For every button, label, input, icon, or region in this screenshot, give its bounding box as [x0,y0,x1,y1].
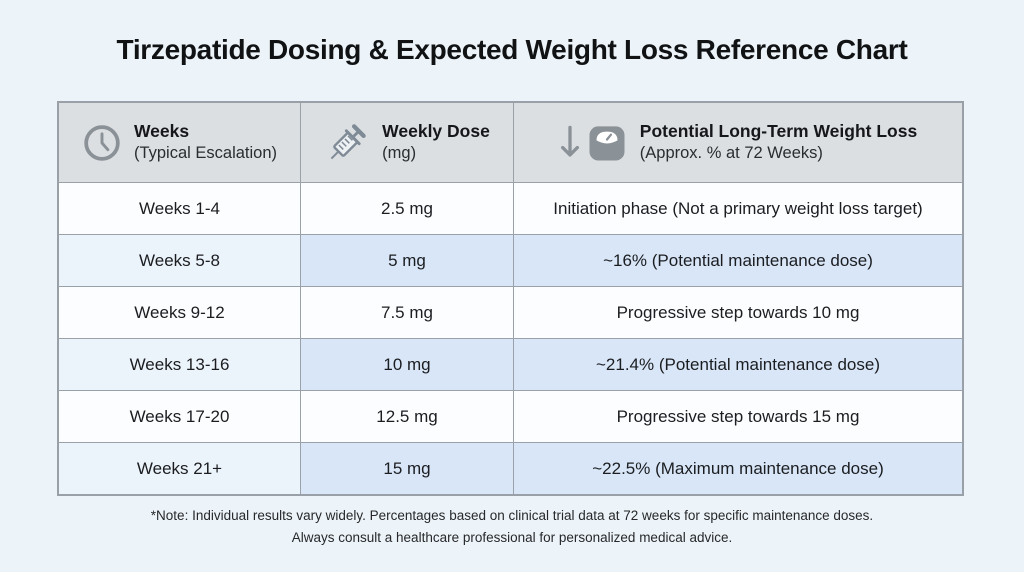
result-cell: Progressive step towards 10 mg [513,287,962,338]
table-row: Weeks 1-4 2.5 mg Initiation phase (Not a… [59,182,962,234]
table-row: Weeks 21+ 15 mg ~22.5% (Maximum maintena… [59,442,962,494]
footnote-line-2: Always consult a healthcare professional… [291,529,733,545]
footnote-line-1: *Note: Individual results vary widely. P… [150,508,874,523]
header-cell-weeks: Weeks (Typical Escalation) [59,103,300,182]
header-label: Weeks [133,121,190,142]
dose-cell: 15 mg [300,443,513,494]
syringe-icon [330,123,366,159]
result-cell: Progressive step towards 15 mg [513,391,962,442]
dose-cell: 10 mg [300,339,513,390]
scale-icon [589,125,625,160]
dosing-table: Weeks (Typical Escalation) [57,101,964,496]
header-text-weeks: Weeks (Typical Escalation) [134,121,277,164]
header-cell-dose: Weekly Dose (mg) [300,103,513,182]
result-cell: ~16% (Potential maintenance dose) [513,235,962,286]
page-title: Tirzepatide Dosing & Expected Weight Los… [116,34,908,65]
weight-loss-icon-group [559,122,628,164]
header-sublabel: (Typical Escalation) [133,144,278,163]
dose-cell: 7.5 mg [300,287,513,338]
table-header-row: Weeks (Typical Escalation) [59,103,962,182]
result-cell: ~22.5% (Maximum maintenance dose) [513,443,962,494]
header-cell-weight-loss: Potential Long-Term Weight Loss (Approx.… [513,103,962,182]
header-label: Weekly Dose [382,121,490,142]
dose-cell: 12.5 mg [300,391,513,442]
weeks-cell: Weeks 13-16 [59,339,300,390]
weeks-cell: Weeks 1-4 [59,183,300,234]
down-arrow-icon [560,125,579,157]
header-text-weight-loss: Potential Long-Term Weight Loss (Approx.… [640,121,917,164]
table-row: Weeks 5-8 5 mg ~16% (Potential maintenan… [59,234,962,286]
header-text-dose: Weekly Dose (mg) [382,121,490,164]
dose-cell: 5 mg [300,235,513,286]
dose-cell: 2.5 mg [300,183,513,234]
header-sublabel: (mg) [382,144,417,163]
result-cell: ~21.4% (Potential maintenance dose) [513,339,962,390]
weeks-cell: Weeks 21+ [59,443,300,494]
table-row: Weeks 13-16 10 mg ~21.4% (Potential main… [59,338,962,390]
header-sublabel: (Approx. % at 72 Weeks) [639,144,823,163]
weeks-cell: Weeks 17-20 [59,391,300,442]
header-label: Potential Long-Term Weight Loss [639,121,918,142]
clock-icon [84,124,120,161]
weeks-cell: Weeks 9-12 [59,287,300,338]
table-row: Weeks 17-20 12.5 mg Progressive step tow… [59,390,962,442]
table-row: Weeks 9-12 7.5 mg Progressive step towar… [59,286,962,338]
result-cell: Initiation phase (Not a primary weight l… [513,183,962,234]
footnote: *Note: Individual results vary widely. P… [0,505,1024,549]
weeks-cell: Weeks 5-8 [59,235,300,286]
